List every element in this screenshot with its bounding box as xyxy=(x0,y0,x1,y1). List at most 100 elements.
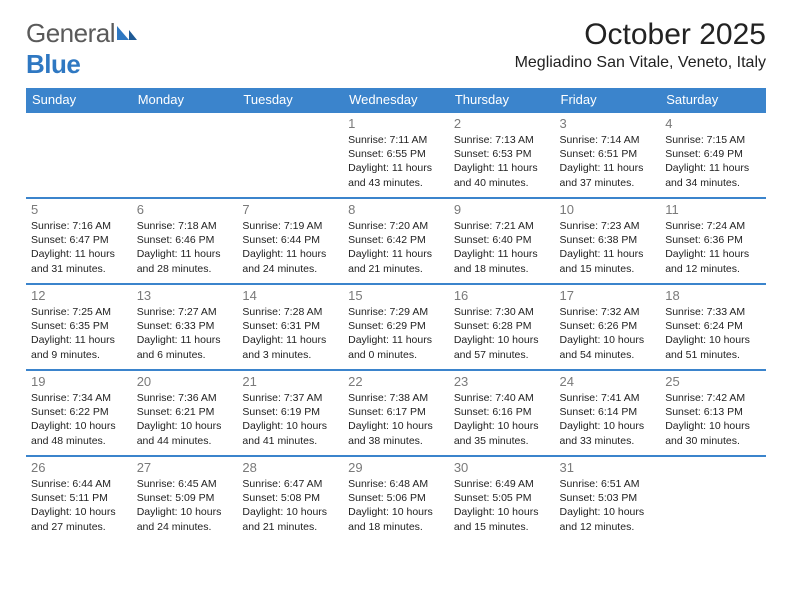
sunset-line: Sunset: 5:06 PM xyxy=(348,491,444,505)
day-number: 27 xyxy=(137,460,233,475)
daylight-line: Daylight: 11 hours and 9 minutes. xyxy=(31,333,127,361)
logo: GeneralBlue xyxy=(26,18,137,80)
calendar-day-cell: 27 Sunrise: 6:45 AMSunset: 5:09 PMDayligh… xyxy=(132,456,238,542)
day-details: Sunrise: 7:28 AMSunset: 6:31 PMDaylight:… xyxy=(242,305,338,362)
day-number: 12 xyxy=(31,288,127,303)
sunset-line: Sunset: 6:38 PM xyxy=(560,233,656,247)
calendar-day-cell: 15Sunrise: 7:29 AMSunset: 6:29 PMDayligh… xyxy=(343,284,449,370)
day-number: 26 xyxy=(31,460,127,475)
day-details: Sunrise: 6:51 AMSunset: 5:03 PMDaylight:… xyxy=(560,477,656,534)
calendar-day-cell: 3 Sunrise: 7:14 AMSunset: 6:51 PMDaylight… xyxy=(555,112,661,198)
sunrise-line: Sunrise: 7:15 AM xyxy=(665,133,761,147)
sunrise-line: Sunrise: 7:11 AM xyxy=(348,133,444,147)
calendar-day-cell: 29Sunrise: 6:48 AMSunset: 5:06 PMDayligh… xyxy=(343,456,449,542)
sunset-line: Sunset: 6:53 PM xyxy=(454,147,550,161)
calendar-day-cell: 24Sunrise: 7:41 AMSunset: 6:14 PMDayligh… xyxy=(555,370,661,456)
day-number: 4 xyxy=(665,116,761,131)
day-number: 7 xyxy=(242,202,338,217)
daylight-line: Daylight: 11 hours and 34 minutes. xyxy=(665,161,761,189)
daylight-line: Daylight: 10 hours and 24 minutes. xyxy=(137,505,233,533)
sunrise-line: Sunrise: 6:44 AM xyxy=(31,477,127,491)
sunrise-line: Sunrise: 7:42 AM xyxy=(665,391,761,405)
daylight-line: Daylight: 10 hours and 48 minutes. xyxy=(31,419,127,447)
weekday-header: Tuesday xyxy=(237,88,343,112)
logo-text-b: Blue xyxy=(26,49,80,79)
day-details: Sunrise: 6:44 AMSunset: 5:11 PMDaylight:… xyxy=(31,477,127,534)
sunset-line: Sunset: 6:31 PM xyxy=(242,319,338,333)
sunrise-line: Sunrise: 6:47 AM xyxy=(242,477,338,491)
daylight-line: Daylight: 10 hours and 54 minutes. xyxy=(560,333,656,361)
day-details: Sunrise: 7:33 AMSunset: 6:24 PMDaylight:… xyxy=(665,305,761,362)
calendar-day-cell: 6Sunrise: 7:18 AMSunset: 6:46 PMDaylight… xyxy=(132,198,238,284)
day-number: 18 xyxy=(665,288,761,303)
calendar-day-cell: 10 Sunrise: 7:23 AMSunset: 6:38 PMDayligh… xyxy=(555,198,661,284)
sunrise-line: Sunrise: 6:49 AM xyxy=(454,477,550,491)
day-number: 25 xyxy=(665,374,761,389)
sunset-line: Sunset: 6:55 PM xyxy=(348,147,444,161)
calendar-day-cell: 2Sunrise: 7:13 AMSunset: 6:53 PMDaylight… xyxy=(449,112,555,198)
sunset-line: Sunset: 6:47 PM xyxy=(31,233,127,247)
calendar-day-cell: 16Sunrise: 7:30 AMSunset: 6:28 PMDayligh… xyxy=(449,284,555,370)
day-details: Sunrise: 7:19 AMSunset: 6:44 PMDaylight:… xyxy=(242,219,338,276)
calendar-day-cell: 13Sunrise: 7:27 AMSunset: 6:33 PMDayligh… xyxy=(132,284,238,370)
day-details: Sunrise: 7:11 AMSunset: 6:55 PMDaylight:… xyxy=(348,133,444,190)
sunset-line: Sunset: 5:03 PM xyxy=(560,491,656,505)
daylight-line: Daylight: 10 hours and 12 minutes. xyxy=(560,505,656,533)
daylight-line: Daylight: 10 hours and 27 minutes. xyxy=(31,505,127,533)
sunrise-line: Sunrise: 7:38 AM xyxy=(348,391,444,405)
sunrise-line: Sunrise: 7:16 AM xyxy=(31,219,127,233)
calendar-day-cell: 9Sunrise: 7:21 AMSunset: 6:40 PMDaylight… xyxy=(449,198,555,284)
sunrise-line: Sunrise: 6:45 AM xyxy=(137,477,233,491)
sunset-line: Sunset: 6:49 PM xyxy=(665,147,761,161)
sunrise-line: Sunrise: 7:41 AM xyxy=(560,391,656,405)
daylight-line: Daylight: 11 hours and 24 minutes. xyxy=(242,247,338,275)
day-number: 14 xyxy=(242,288,338,303)
calendar-day-cell: 23Sunrise: 7:40 AMSunset: 6:16 PMDayligh… xyxy=(449,370,555,456)
sunrise-line: Sunrise: 7:32 AM xyxy=(560,305,656,319)
day-details: Sunrise: 7:15 AMSunset: 6:49 PMDaylight:… xyxy=(665,133,761,190)
calendar-day-cell xyxy=(660,456,766,542)
daylight-line: Daylight: 11 hours and 37 minutes. xyxy=(560,161,656,189)
daylight-line: Daylight: 10 hours and 51 minutes. xyxy=(665,333,761,361)
day-details: Sunrise: 7:34 AMSunset: 6:22 PMDaylight:… xyxy=(31,391,127,448)
daylight-line: Daylight: 10 hours and 41 minutes. xyxy=(242,419,338,447)
daylight-line: Daylight: 11 hours and 12 minutes. xyxy=(665,247,761,275)
day-details: Sunrise: 6:45 AMSunset: 5:09 PMDaylight:… xyxy=(137,477,233,534)
sunrise-line: Sunrise: 7:25 AM xyxy=(31,305,127,319)
calendar-day-cell: 31Sunrise: 6:51 AMSunset: 5:03 PMDayligh… xyxy=(555,456,661,542)
calendar-day-cell: 5Sunrise: 7:16 AMSunset: 6:47 PMDaylight… xyxy=(26,198,132,284)
day-details: Sunrise: 7:38 AMSunset: 6:17 PMDaylight:… xyxy=(348,391,444,448)
day-number: 11 xyxy=(665,202,761,217)
calendar-week-row: 12Sunrise: 7:25 AMSunset: 6:35 PMDayligh… xyxy=(26,284,766,370)
daylight-line: Daylight: 10 hours and 15 minutes. xyxy=(454,505,550,533)
calendar-day-cell: 19Sunrise: 7:34 AMSunset: 6:22 PMDayligh… xyxy=(26,370,132,456)
sunset-line: Sunset: 5:08 PM xyxy=(242,491,338,505)
sunrise-line: Sunrise: 7:21 AM xyxy=(454,219,550,233)
calendar-day-cell: 12 Sunrise: 7:25 AMSunset: 6:35 PMDayligh… xyxy=(26,284,132,370)
sunrise-line: Sunrise: 7:36 AM xyxy=(137,391,233,405)
day-number: 29 xyxy=(348,460,444,475)
sunset-line: Sunset: 6:29 PM xyxy=(348,319,444,333)
day-number: 3 xyxy=(560,116,656,131)
day-details: Sunrise: 6:49 AMSunset: 5:05 PMDaylight:… xyxy=(454,477,550,534)
day-number: 15 xyxy=(348,288,444,303)
sunrise-line: Sunrise: 7:37 AM xyxy=(242,391,338,405)
logo-sail-icon xyxy=(115,18,137,49)
day-details: Sunrise: 7:14 AMSunset: 6:51 PMDaylight:… xyxy=(560,133,656,190)
calendar-day-cell xyxy=(132,112,238,198)
sunset-line: Sunset: 6:35 PM xyxy=(31,319,127,333)
day-details: Sunrise: 7:25 AMSunset: 6:35 PMDaylight:… xyxy=(31,305,127,362)
daylight-line: Daylight: 10 hours and 21 minutes. xyxy=(242,505,338,533)
daylight-line: Daylight: 10 hours and 33 minutes. xyxy=(560,419,656,447)
sunset-line: Sunset: 6:46 PM xyxy=(137,233,233,247)
daylight-line: Daylight: 11 hours and 31 minutes. xyxy=(31,247,127,275)
calendar-day-cell: 11Sunrise: 7:24 AMSunset: 6:36 PMDayligh… xyxy=(660,198,766,284)
day-number: 10 xyxy=(560,202,656,217)
day-details: Sunrise: 7:23 AMSunset: 6:38 PMDaylight:… xyxy=(560,219,656,276)
sunset-line: Sunset: 6:44 PM xyxy=(242,233,338,247)
calendar-week-row: 5Sunrise: 7:16 AMSunset: 6:47 PMDaylight… xyxy=(26,198,766,284)
sunset-line: Sunset: 6:14 PM xyxy=(560,405,656,419)
day-details: Sunrise: 7:16 AMSunset: 6:47 PMDaylight:… xyxy=(31,219,127,276)
daylight-line: Daylight: 11 hours and 6 minutes. xyxy=(137,333,233,361)
day-number: 23 xyxy=(454,374,550,389)
